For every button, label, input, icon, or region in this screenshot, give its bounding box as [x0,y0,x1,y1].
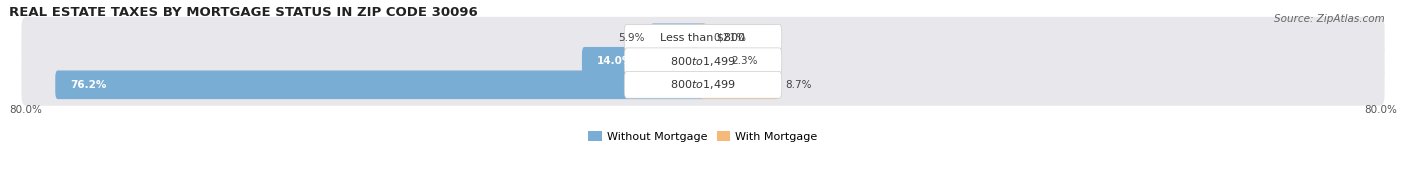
Text: 14.0%: 14.0% [598,56,634,66]
Text: $800 to $1,499: $800 to $1,499 [671,55,735,68]
FancyBboxPatch shape [624,48,782,75]
Text: 8.7%: 8.7% [785,80,811,90]
FancyBboxPatch shape [651,24,706,52]
FancyBboxPatch shape [21,64,1385,106]
Text: 5.9%: 5.9% [619,33,644,43]
Text: 2.3%: 2.3% [731,56,758,66]
FancyBboxPatch shape [55,70,706,99]
Text: REAL ESTATE TAXES BY MORTGAGE STATUS IN ZIP CODE 30096: REAL ESTATE TAXES BY MORTGAGE STATUS IN … [8,5,478,19]
FancyBboxPatch shape [21,17,1385,59]
Text: Source: ZipAtlas.com: Source: ZipAtlas.com [1274,14,1385,24]
FancyBboxPatch shape [700,47,725,76]
Text: Less than $800: Less than $800 [661,33,745,43]
FancyBboxPatch shape [582,47,706,76]
FancyBboxPatch shape [624,24,782,51]
Text: $800 to $1,499: $800 to $1,499 [671,78,735,91]
FancyBboxPatch shape [21,40,1385,82]
FancyBboxPatch shape [624,71,782,98]
Legend: Without Mortgage, With Mortgage: Without Mortgage, With Mortgage [583,127,823,146]
FancyBboxPatch shape [700,70,779,99]
Text: 0.21%: 0.21% [713,33,747,43]
Text: 76.2%: 76.2% [70,80,107,90]
FancyBboxPatch shape [700,24,707,52]
